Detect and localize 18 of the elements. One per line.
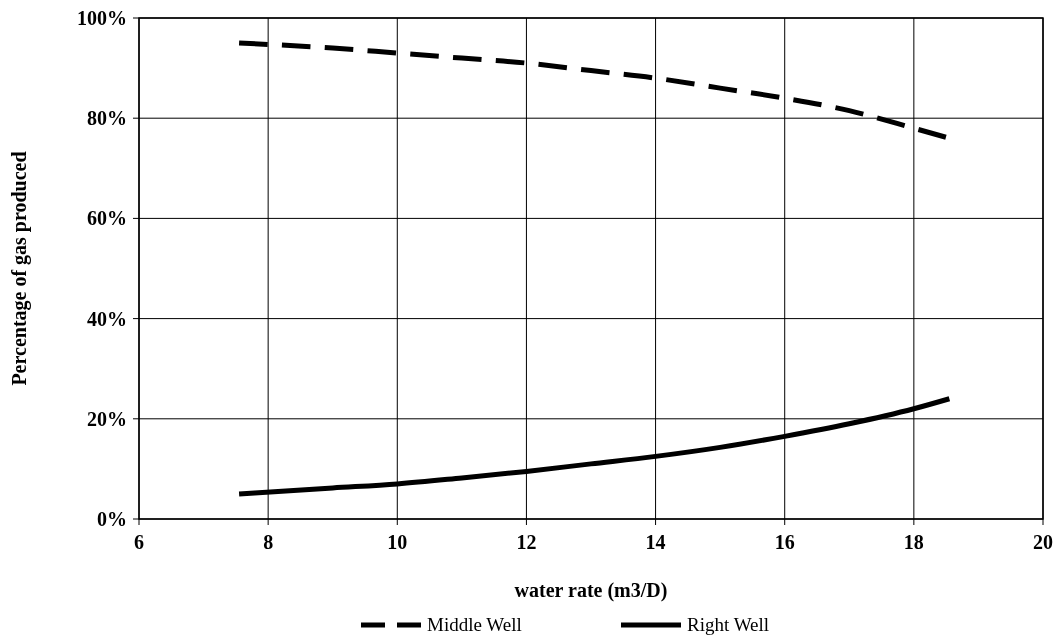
x-tick-label: 20 [1033,531,1053,553]
x-tick-label: 14 [645,531,666,553]
y-tick-label: 80% [87,107,127,130]
y-tick-label: 20% [87,407,127,430]
legend-label: Middle Well [427,614,522,635]
x-tick-label: 16 [774,531,795,553]
y-tick-label: 0% [97,508,127,530]
x-tick-label: 12 [516,531,537,553]
y-tick-label: 40% [87,307,127,330]
x-axis-title: water rate (m3/D) [514,579,668,602]
y-axis-title: Percentage of gas produced [8,151,31,386]
x-tick-label: 18 [903,531,924,553]
x-tick-label: 6 [134,531,144,553]
x-tick-label: 8 [263,531,274,553]
legend-label: Right Well [687,614,770,635]
x-tick-label: 10 [387,531,408,553]
y-tick-label: 60% [87,207,127,230]
y-tick-label: 100% [77,7,127,29]
